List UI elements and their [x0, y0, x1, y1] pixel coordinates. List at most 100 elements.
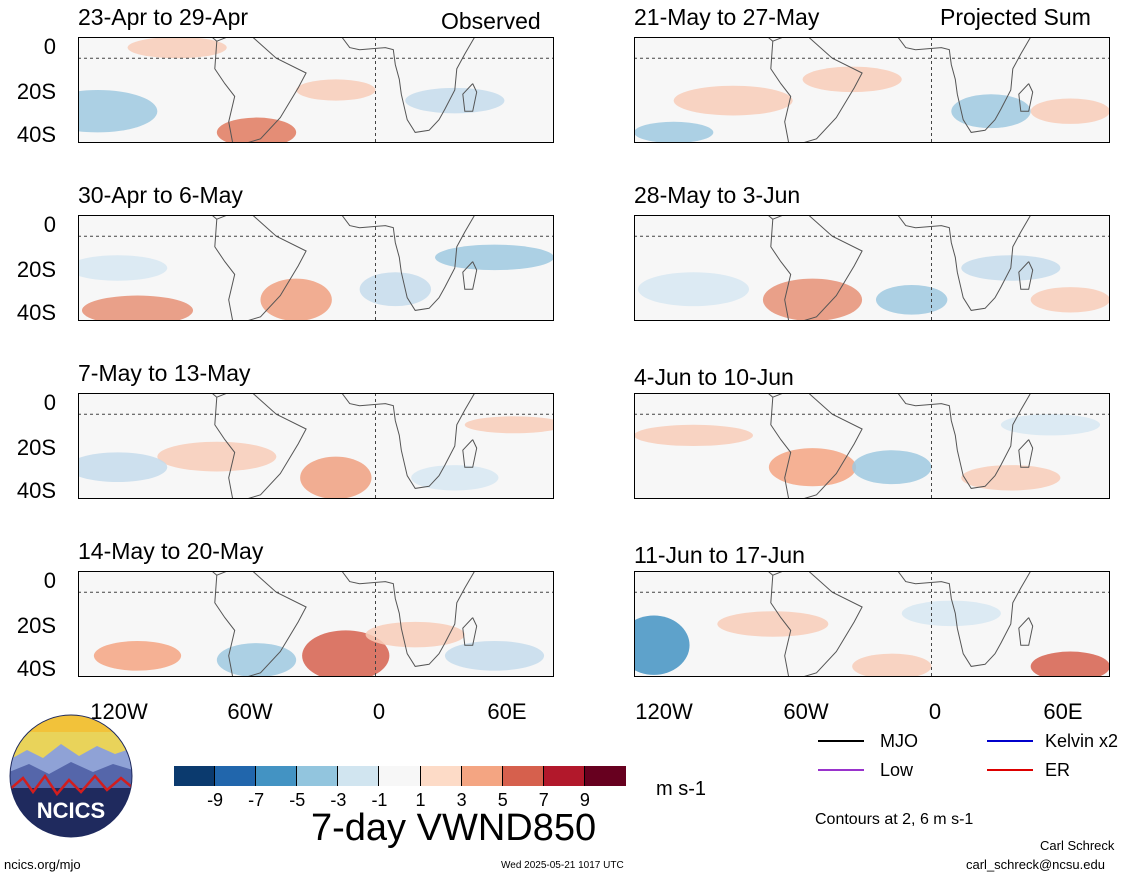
panel-title: 21-May to 27-May [634, 4, 820, 30]
coastline [214, 215, 307, 321]
panel-title: 23-Apr to 29-Apr [78, 4, 249, 30]
colorbar-tick-label: -5 [289, 790, 306, 810]
footer-timestamp: Wed 2025-05-21 1017 UTC [501, 860, 624, 871]
legend-kelvin-line [987, 740, 1033, 742]
colorbar-swatch [584, 766, 626, 786]
anomaly-shading [300, 456, 372, 499]
y-tick-label: 20S [16, 257, 56, 282]
map-panel [634, 215, 1110, 321]
coastline [1018, 439, 1034, 468]
map-plot [634, 571, 1110, 677]
anomaly-shading [260, 278, 332, 321]
anomaly-shading [93, 640, 182, 671]
x-tick-label: 60E [1043, 699, 1083, 724]
coastline [214, 393, 307, 499]
anomaly-shading [157, 441, 277, 472]
coastline [897, 571, 1032, 667]
colorbar-swatch [543, 766, 585, 786]
anomaly-shading [464, 416, 554, 434]
colorbar-swatch [256, 766, 298, 786]
coastline [1018, 261, 1034, 290]
colorbar-swatch [215, 766, 257, 786]
colorbar-swatch [502, 766, 544, 786]
footer-url: ncics.org/mjo [4, 857, 81, 872]
coastline [462, 439, 478, 468]
anomaly-shading [634, 121, 714, 143]
colorbar-tick-label: -7 [248, 790, 265, 810]
panel-title: 28-May to 3-Jun [634, 182, 801, 208]
anomaly-shading [852, 450, 932, 485]
colorbar-tick-label: 1 [415, 790, 426, 810]
coastline [897, 393, 1032, 489]
colorbar-tick-label: -9 [207, 790, 224, 810]
anomaly-shading [961, 465, 1061, 491]
anomaly-shading [405, 87, 505, 114]
x-tick-label: 60W [227, 699, 273, 724]
legend-low-line [818, 769, 864, 771]
map-panel [78, 37, 554, 143]
colorbar-units: m s-1 [656, 778, 706, 800]
x-tick-label: 60W [783, 699, 829, 724]
observed-label: Observed [441, 8, 541, 34]
colorbar-tick-label: 7 [538, 790, 549, 810]
panel-frame [634, 571, 1110, 677]
colorbar-tick-label: 3 [456, 790, 467, 810]
map-panel [78, 393, 554, 499]
colorbar-swatch [379, 766, 421, 786]
map-panel [634, 37, 1110, 143]
colorbar-swatch [420, 766, 462, 786]
map-panel [634, 571, 1110, 677]
anomaly-shading [302, 630, 390, 677]
anomaly-shading [634, 615, 690, 675]
map-plot [78, 393, 554, 499]
map-plot [634, 37, 1110, 143]
coastline [341, 215, 476, 311]
anomaly-shading [875, 284, 948, 315]
anomaly-shading [768, 448, 857, 487]
panel-title: 14-May to 20-May [78, 538, 264, 564]
legend-mjo-line [818, 740, 864, 742]
footer-email: carl_schreck@ncsu.edu [966, 857, 1105, 872]
coastline [770, 393, 863, 499]
y-tick-label: 0 [43, 568, 56, 593]
panel-frame [78, 37, 554, 143]
coastline [341, 37, 476, 133]
legend-er-line [987, 769, 1033, 771]
legend-er-label: ER [1045, 760, 1071, 780]
anomaly-shading [365, 621, 465, 648]
panel-title: 11-Jun to 17-Jun [634, 542, 805, 568]
coastline [462, 261, 478, 290]
y-tick-label: 40S [16, 122, 56, 147]
anomaly-shading [435, 244, 554, 271]
panel-frame [634, 393, 1110, 499]
y-tick-label: 20S [16, 613, 56, 638]
panel-frame [78, 215, 554, 321]
coastline [462, 617, 478, 646]
y-tick-label: 40S [16, 478, 56, 503]
legend-mjo-label: MJO [880, 731, 918, 751]
coastline [1018, 83, 1034, 112]
anomaly-shading [216, 117, 297, 143]
anomaly-shading [78, 90, 158, 133]
panel-title: 7-May to 13-May [78, 360, 251, 386]
map-plot [78, 37, 554, 143]
map-panel [634, 393, 1110, 499]
coastline [214, 571, 307, 677]
y-tick-label: 0 [43, 34, 56, 59]
map-plot [634, 215, 1110, 321]
colorbar-tick-label: 9 [579, 790, 590, 810]
panel-frame [78, 571, 554, 677]
anomaly-shading [1000, 414, 1101, 436]
y-tick-label: 40S [16, 656, 56, 681]
anomaly-shading [359, 272, 432, 307]
map-plot [78, 215, 554, 321]
anomaly-shading [1030, 98, 1110, 124]
colorbar-tick-label: -3 [330, 790, 347, 810]
anomaly-shading [1030, 287, 1110, 313]
colorbar-tick-label: -1 [371, 790, 388, 810]
x-tick-label: 0 [928, 699, 942, 724]
anomaly-shading [216, 643, 297, 677]
anomaly-shading [717, 611, 829, 637]
y-tick-label: 0 [43, 390, 56, 415]
anomaly-shading [852, 653, 932, 677]
